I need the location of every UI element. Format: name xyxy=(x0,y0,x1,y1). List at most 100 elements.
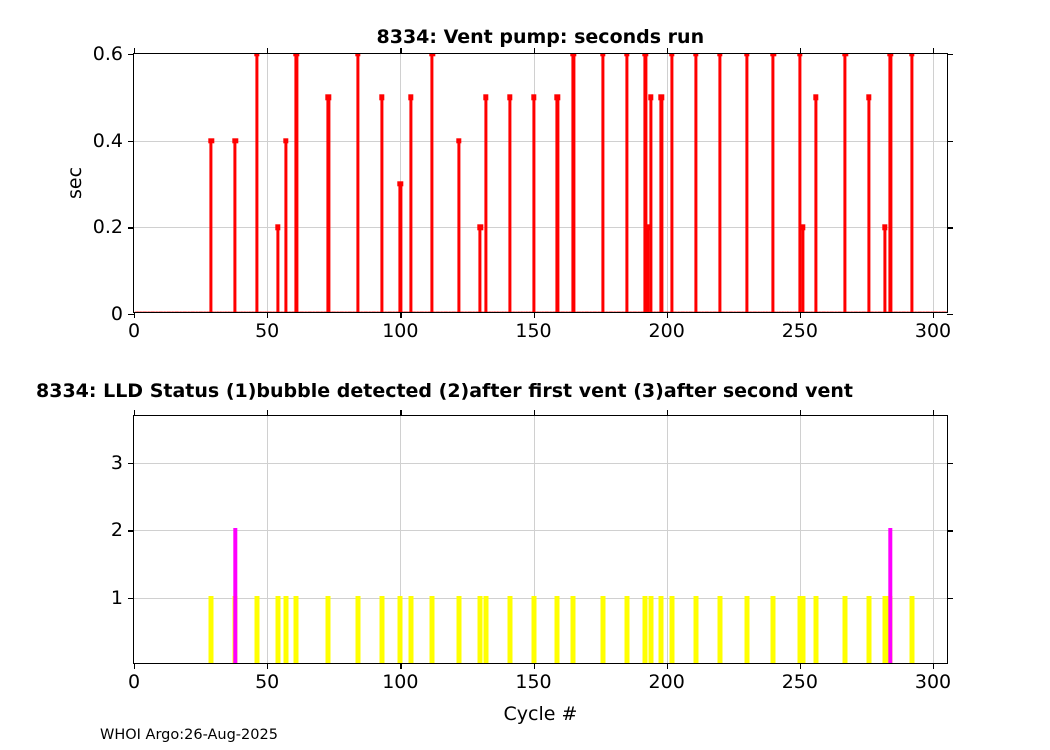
status-bar xyxy=(624,595,630,663)
x-axis-tick xyxy=(533,663,535,669)
stem-line xyxy=(771,54,775,312)
gridline-vertical xyxy=(267,54,269,312)
gridline-vertical xyxy=(799,416,801,663)
lld-status-gridlines xyxy=(134,416,947,663)
status-bar xyxy=(233,528,237,663)
x-axis-tick xyxy=(400,410,402,416)
lld-status-bars xyxy=(134,416,947,663)
stem-line xyxy=(294,54,299,312)
x-axis-tick xyxy=(666,663,668,669)
data-point-marker xyxy=(253,54,260,57)
data-point-marker xyxy=(717,54,723,57)
data-point-marker xyxy=(909,54,915,57)
stem-line xyxy=(694,54,698,312)
status-bar xyxy=(408,595,414,663)
data-point-marker xyxy=(378,94,385,101)
x-axis-tick xyxy=(666,48,668,54)
x-axis-tick-label: 300 xyxy=(914,320,952,342)
stem-line xyxy=(531,97,536,312)
x-axis-tick-label: 100 xyxy=(382,320,419,342)
y-axis-tick-label: 3 xyxy=(110,452,123,475)
y-axis-tick xyxy=(128,54,134,56)
status-bar xyxy=(483,595,489,663)
status-bar xyxy=(770,595,776,663)
x-axis-tick xyxy=(267,663,269,669)
x-axis-tick xyxy=(134,410,136,416)
data-point-marker xyxy=(624,54,630,57)
y-axis-tick xyxy=(128,597,134,599)
data-point-marker xyxy=(283,137,289,144)
stem-line xyxy=(649,97,653,312)
y-axis-tick xyxy=(947,54,953,56)
data-point-marker xyxy=(813,94,819,101)
y-axis-tick xyxy=(947,314,953,316)
status-bar xyxy=(842,595,848,663)
x-axis-tick xyxy=(400,48,402,54)
status-bar xyxy=(477,595,483,663)
y-axis-tick-label: 0.2 xyxy=(92,216,123,239)
data-point-marker xyxy=(208,137,214,144)
status-bar xyxy=(669,595,675,663)
stem-line xyxy=(800,227,805,312)
vent-pump-plot-title: 8334: Vent pump: seconds run xyxy=(376,26,705,48)
data-point-marker xyxy=(743,54,750,57)
y-axis-tick xyxy=(947,227,953,229)
stem-line xyxy=(483,97,488,312)
stem-line xyxy=(209,140,213,312)
x-axis-tick xyxy=(134,48,136,54)
stem-line xyxy=(571,54,576,312)
stem-line xyxy=(326,97,331,312)
stem-line xyxy=(883,227,887,312)
stem-line xyxy=(276,227,280,312)
status-bar xyxy=(456,595,462,663)
x-axis-tick-label: 150 xyxy=(515,320,552,342)
data-point-marker xyxy=(770,54,776,57)
data-point-marker xyxy=(397,181,404,187)
x-axis-tick-label: 150 xyxy=(515,671,552,693)
x-axis-tick-label: 0 xyxy=(127,320,141,342)
status-bar xyxy=(379,595,385,663)
stem-line xyxy=(646,227,650,312)
stem-line xyxy=(843,54,847,312)
stem-line xyxy=(798,54,802,312)
y-axis-tick xyxy=(128,314,134,316)
x-axis-tick xyxy=(799,312,802,318)
status-bar xyxy=(325,595,331,663)
status-bar xyxy=(797,595,803,663)
data-point-marker xyxy=(797,54,803,57)
y-axis-tick xyxy=(947,530,953,532)
y-axis-tick xyxy=(128,530,134,532)
x-axis-tick xyxy=(799,663,802,669)
x-axis-tick xyxy=(933,410,935,416)
gridline-horizontal xyxy=(134,597,947,599)
x-axis-tick xyxy=(533,48,535,54)
x-axis-tick-label: 300 xyxy=(914,671,952,693)
data-point-marker xyxy=(408,94,414,101)
y-axis-tick xyxy=(128,227,134,229)
stem-line xyxy=(254,54,259,312)
x-axis-tick xyxy=(400,663,402,669)
status-bar xyxy=(800,595,805,663)
stem-line xyxy=(409,97,413,312)
x-axis-tick-label: 250 xyxy=(781,320,818,342)
data-point-marker xyxy=(647,94,654,101)
x-axis-tick xyxy=(666,410,668,416)
y-axis-tick xyxy=(128,140,134,142)
status-bar xyxy=(570,595,576,663)
x-axis-tick-label: 100 xyxy=(382,671,419,693)
gridline-vertical xyxy=(533,416,535,663)
stem-line xyxy=(398,184,402,312)
status-bar xyxy=(658,595,664,663)
status-bar xyxy=(717,595,723,663)
data-point-marker xyxy=(658,94,665,101)
data-point-marker xyxy=(275,224,281,231)
x-axis-tick-label: 50 xyxy=(255,320,280,342)
data-point-marker xyxy=(325,94,332,101)
data-point-marker xyxy=(669,54,675,57)
lld-status-x-axis-label: Cycle # xyxy=(503,703,578,725)
gridline-horizontal xyxy=(134,140,947,142)
gridline-vertical xyxy=(666,54,668,312)
stem-line xyxy=(457,140,461,312)
lld-status-plot-title: 8334: LLD Status (1)bubble detected (2)a… xyxy=(36,380,853,402)
stem-line xyxy=(643,54,647,312)
